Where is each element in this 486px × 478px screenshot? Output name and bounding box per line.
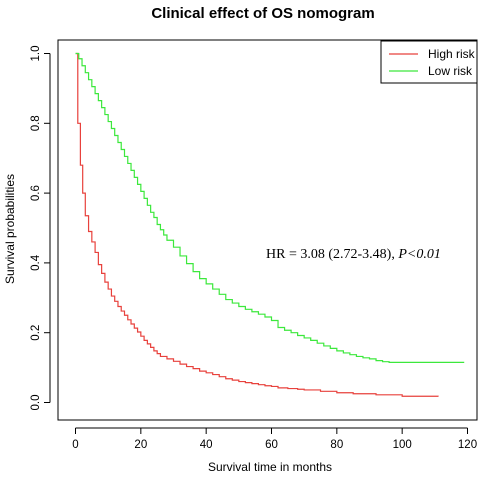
y-tick-label: 0.4 xyxy=(30,254,42,271)
x-tick-label: 80 xyxy=(330,439,343,451)
y-tick-label: 0.8 xyxy=(30,115,42,131)
x-axis-label: Survival time in months xyxy=(208,460,332,474)
x-tick-label: 20 xyxy=(134,439,147,451)
series-layer xyxy=(75,52,465,397)
legend-label-high-risk: High risk xyxy=(428,47,476,61)
y-axis-label: Survival probabilities xyxy=(3,174,17,284)
hr-annotation: HR = 3.08 (2.72-3.48), P<0.01 xyxy=(266,247,441,262)
chart-title: Clinical effect of OS nomogram xyxy=(151,5,374,22)
x-tick-label: 120 xyxy=(458,439,477,451)
x-tick-label: 40 xyxy=(200,439,213,451)
x-tick-label: 100 xyxy=(393,439,412,451)
series-line-low-risk xyxy=(75,52,465,363)
y-tick-label: 0.0 xyxy=(30,395,42,411)
y-axis: 0.0 0.2 0.4 0.6 0.8 1.0 xyxy=(30,46,51,411)
y-tick-label: 0.2 xyxy=(30,325,42,341)
x-axis: 0 20 40 60 80 100 120 xyxy=(72,427,477,451)
legend: High risk Low risk xyxy=(380,40,478,84)
y-tick-label: 0.6 xyxy=(30,185,42,201)
x-tick-label: 60 xyxy=(265,439,278,451)
y-tick-label: 1.0 xyxy=(30,46,42,62)
series-line-high-risk xyxy=(75,52,439,397)
hr-annotation-pvalue: P<0.01 xyxy=(397,247,441,262)
plot-frame xyxy=(57,39,478,421)
hr-annotation-text: HR = 3.08 (2.72-3.48), xyxy=(266,247,398,262)
legend-label-low-risk: Low risk xyxy=(428,64,473,78)
x-tick-label: 0 xyxy=(72,439,78,451)
legend-box xyxy=(380,40,478,84)
